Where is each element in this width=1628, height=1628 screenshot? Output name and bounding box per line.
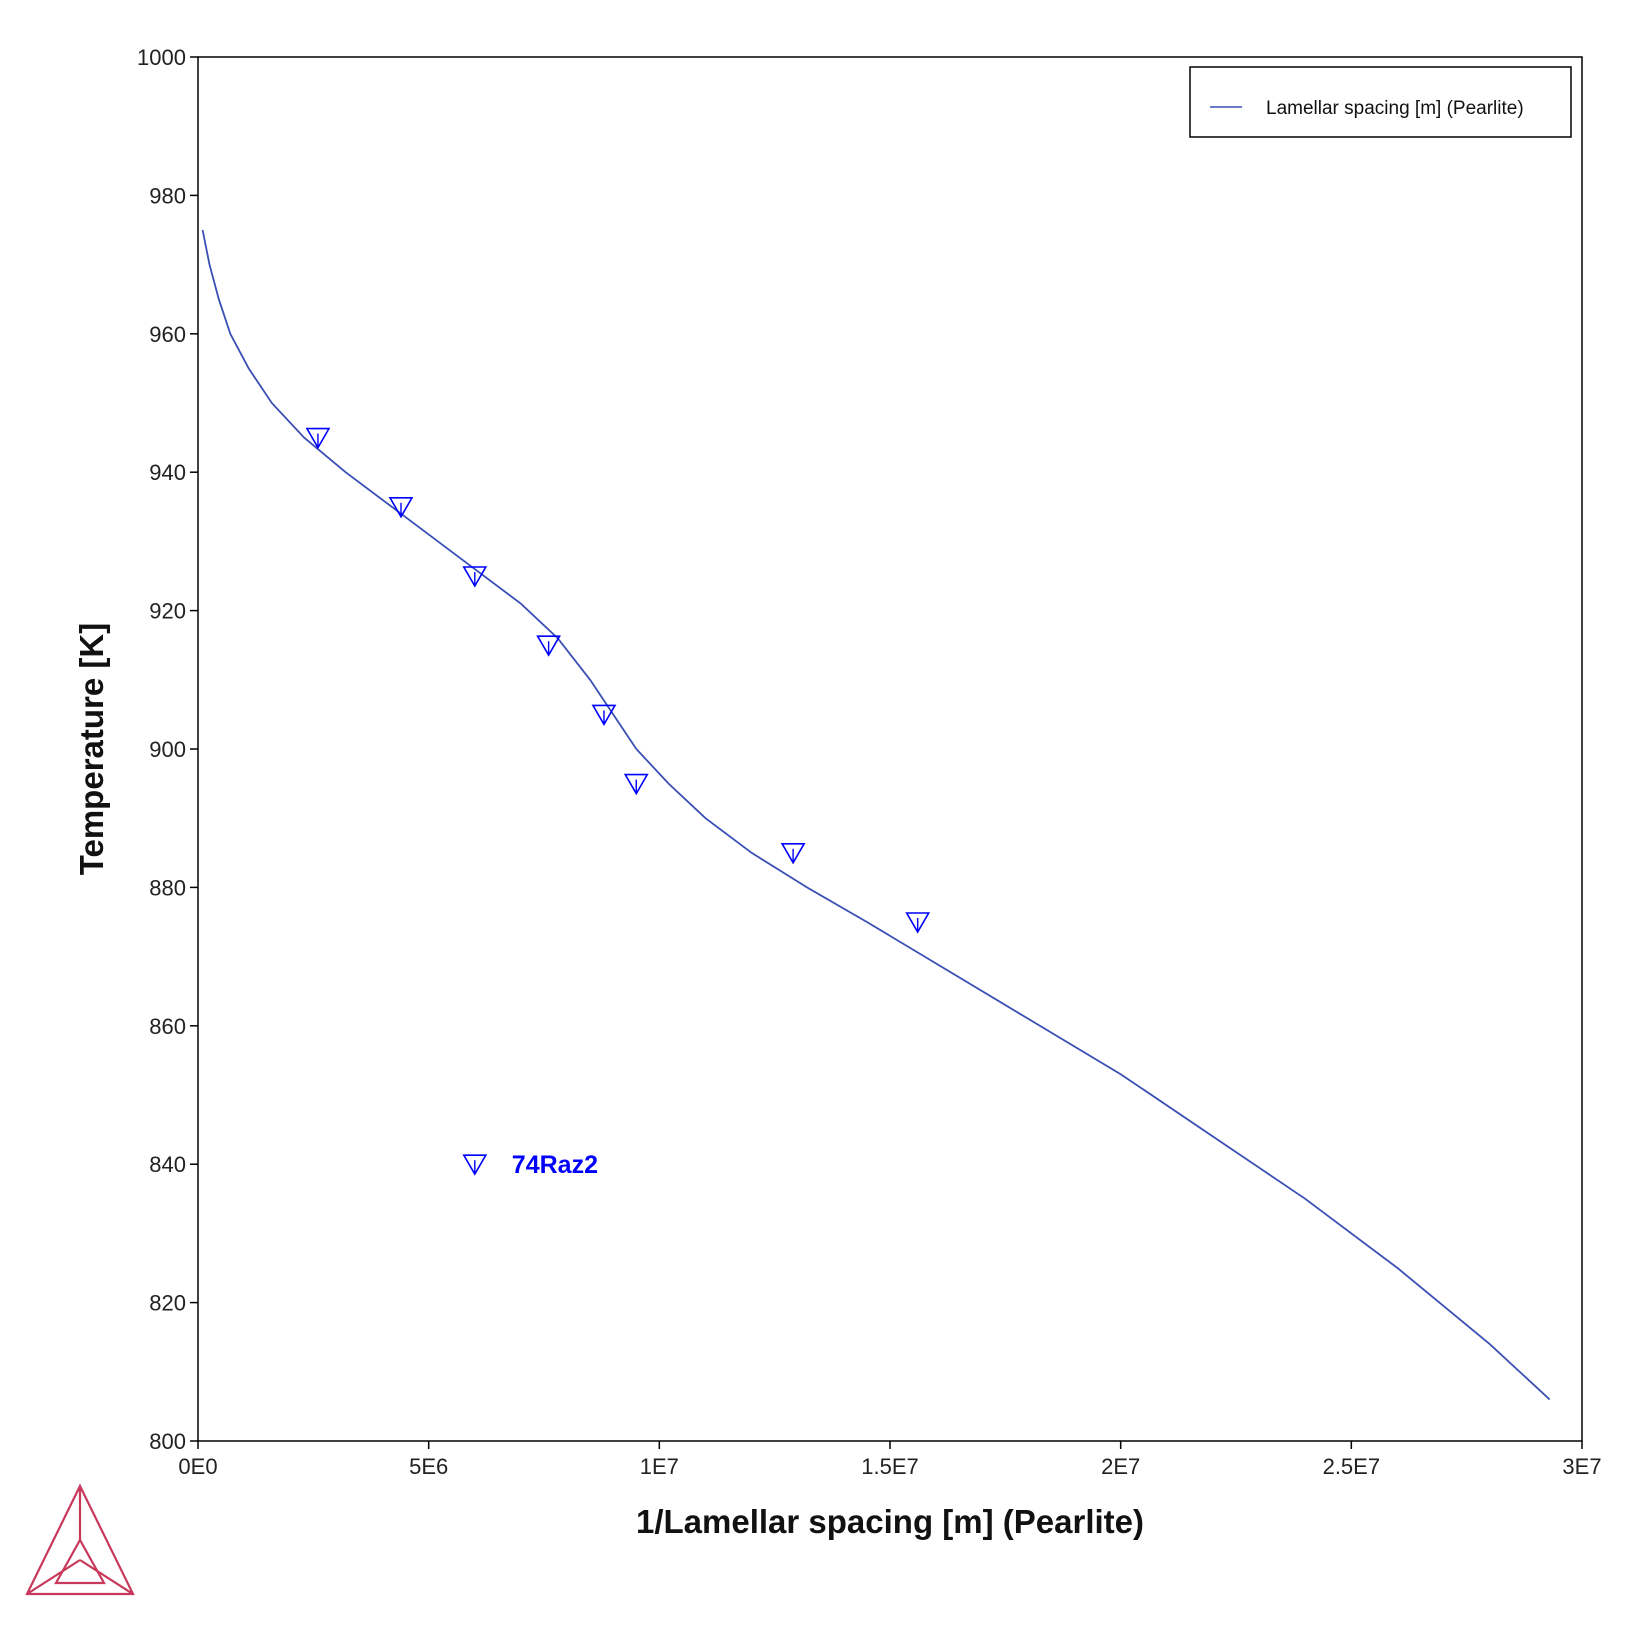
y-tick-label: 920 [149, 599, 186, 624]
series-line [201, 229, 1551, 1401]
y-tick-label: 820 [149, 1291, 186, 1316]
x-tick-label: 2.5E7 [1323, 1454, 1381, 1479]
y-tick-label: 800 [149, 1429, 186, 1454]
marker-layer [305, 427, 931, 934]
y-tick-label: 880 [149, 875, 186, 900]
x-tick-label: 0E0 [178, 1454, 217, 1479]
data-point-marker [591, 704, 617, 726]
x-tick-label: 2E7 [1101, 1454, 1140, 1479]
x-tick-label: 1.5E7 [861, 1454, 919, 1479]
legend-box [1189, 66, 1572, 138]
plot-area [197, 56, 1583, 1442]
data-point-marker [536, 635, 562, 657]
logo-outer-triangle [25, 1483, 135, 1596]
logo-line-right [79, 1559, 134, 1595]
x-tick-label: 3E7 [1562, 1454, 1601, 1479]
legend: Lamellar spacing [m] (Pearlite) [1189, 66, 1572, 138]
y-tick-label: 840 [149, 1152, 186, 1177]
annotation-marker [462, 1154, 488, 1176]
y-tick-label: 1000 [137, 45, 186, 70]
legend-label: Lamellar spacing [m] (Pearlite) [1266, 98, 1524, 119]
y-tick-label: 900 [149, 737, 186, 762]
data-point-marker [623, 773, 649, 796]
y-tick-label: 940 [149, 460, 186, 485]
y-tick-label: 860 [149, 1014, 186, 1039]
annotation-layer: 74Raz2 [462, 1151, 598, 1179]
logo-inner-triangle [54, 1537, 106, 1585]
data-point-marker [780, 842, 806, 865]
annotation-label: 74Raz2 [512, 1151, 598, 1179]
y-tick-label: 960 [149, 322, 186, 347]
thermo-calc-logo [25, 1483, 135, 1596]
data-point-marker [388, 496, 414, 519]
data-point-marker [462, 566, 488, 588]
series-layer [201, 229, 1551, 1401]
x-axis-ticks: 0E0 5E6 1E7 1.5E7 2E7 2.5E7 3E7 [178, 1441, 1602, 1479]
y-tick-label: 980 [149, 183, 186, 208]
logo-line-left [26, 1559, 81, 1595]
x-axis-title: 1/Lamellar spacing [m] (Pearlite) [636, 1503, 1144, 1540]
y-axis-title: Temperature [K] [73, 623, 110, 875]
y-axis-ticks: 800 820 840 860 880 900 920 940 960 980 1000 [137, 45, 198, 1454]
data-point-marker [305, 427, 331, 450]
x-tick-label: 1E7 [640, 1454, 679, 1479]
data-point-marker [905, 912, 931, 934]
x-tick-label: 5E6 [409, 1454, 448, 1479]
